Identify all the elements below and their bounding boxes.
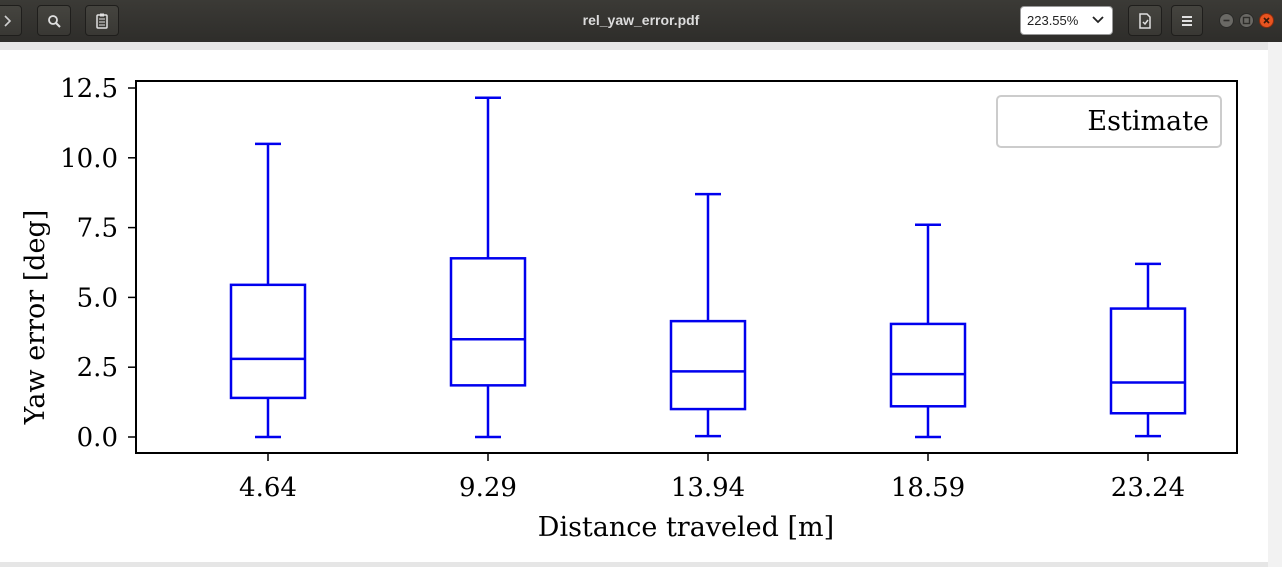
x-tick-label: 9.29 (459, 473, 517, 503)
x-tick-label: 13.94 (671, 473, 745, 503)
box-23-24 (1109, 262, 1187, 438)
x-axis: 4.64 9.29 13.94 18.59 23.24 (239, 453, 1185, 503)
x-tick-label: 23.24 (1111, 473, 1185, 503)
y-tick-label: 5.0 (77, 283, 118, 313)
iqr-box (889, 322, 967, 408)
pdf-page: 0.0 2.5 5.0 7.5 10.0 12.5 4.64 9.29 13.94 18.59 2… (0, 50, 1268, 562)
x-tick-label: 4.64 (239, 473, 297, 503)
y-tick-label: 10.0 (60, 144, 118, 174)
close-button[interactable] (1259, 13, 1274, 28)
x-tick-label: 18.59 (891, 473, 965, 503)
box-9-29 (449, 96, 527, 439)
minimize-icon (1223, 19, 1230, 22)
search-icon (48, 14, 61, 28)
y-tick-label: 0.0 (77, 423, 118, 453)
clipboard-icon (96, 13, 108, 29)
y-tick-label: 12.5 (60, 74, 118, 104)
iqr-box (1109, 307, 1187, 415)
y-tick-label: 2.5 (77, 353, 118, 383)
back-button[interactable] (0, 5, 22, 36)
legend-label: Estimate (1087, 106, 1209, 137)
chevron-right-icon (4, 14, 12, 27)
box-plot-chart: 0.0 2.5 5.0 7.5 10.0 12.5 4.64 9.29 13.94 18.59 2… (20, 74, 1238, 543)
title-bar: rel_yaw_error.pdf 223.55% (0, 0, 1282, 42)
iqr-box (449, 257, 527, 387)
box-4-64 (229, 142, 307, 439)
window-title: rel_yaw_error.pdf (582, 12, 700, 28)
y-tick-label: 7.5 (77, 214, 118, 244)
close-icon (1263, 17, 1270, 24)
save-button[interactable] (1128, 5, 1162, 36)
scroll-track[interactable] (1268, 42, 1282, 567)
box-18-59 (889, 223, 967, 439)
box-series (229, 96, 1187, 439)
hamburger-icon (1182, 15, 1192, 26)
y-axis-label: Yaw error [deg] (20, 210, 51, 426)
legend-frame (996, 95, 1222, 148)
maximize-button[interactable] (1239, 13, 1254, 28)
iqr-box (229, 283, 307, 400)
annotations-button[interactable] (85, 5, 119, 36)
maximize-icon (1242, 16, 1251, 25)
zoom-level: 223.55% (1027, 13, 1079, 28)
chevron-down-icon (1092, 16, 1104, 24)
menu-button[interactable] (1171, 5, 1203, 36)
search-button[interactable] (37, 5, 71, 36)
box-13-94 (669, 192, 747, 438)
x-axis-label: Distance traveled [m] (538, 512, 834, 543)
document-icon (1139, 12, 1151, 29)
zoom-select[interactable]: 223.55% (1020, 6, 1113, 35)
y-axis: 0.0 2.5 5.0 7.5 10.0 12.5 (60, 74, 136, 453)
legend: Estimate (996, 95, 1222, 148)
minimize-button[interactable] (1219, 13, 1234, 28)
iqr-box (669, 319, 747, 411)
plot-frame (135, 80, 1238, 454)
